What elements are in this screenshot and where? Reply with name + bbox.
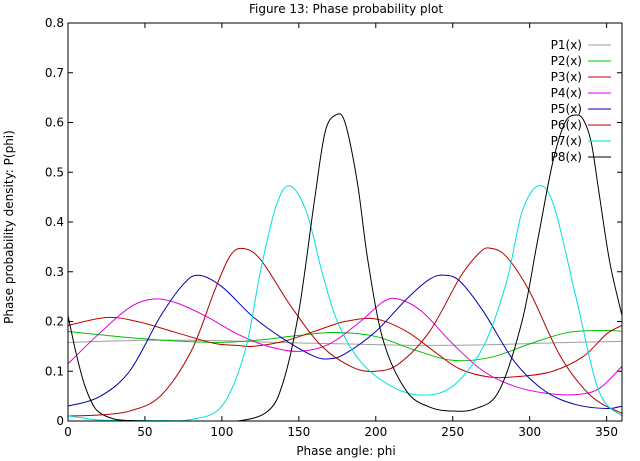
x-tick-label: 0 bbox=[64, 425, 72, 439]
x-tick-label: 200 bbox=[364, 425, 387, 439]
y-tick-label: 0 bbox=[56, 414, 64, 428]
series-line-p6x bbox=[68, 247, 622, 417]
x-tick-label: 300 bbox=[518, 425, 541, 439]
x-tick-label: 50 bbox=[137, 425, 152, 439]
x-tick-label: 250 bbox=[441, 425, 464, 439]
legend-label: P6(x) bbox=[551, 118, 582, 132]
series-line-p2x bbox=[68, 329, 622, 362]
x-tick-label: 100 bbox=[210, 425, 233, 439]
legend-label: P2(x) bbox=[551, 54, 582, 68]
y-tick-label: 0.2 bbox=[45, 315, 64, 329]
y-tick-label: 0.1 bbox=[45, 364, 64, 378]
series-line-p5x bbox=[68, 274, 622, 410]
legend-label: P3(x) bbox=[551, 70, 582, 84]
legend-label: P5(x) bbox=[551, 102, 582, 116]
y-tick-label: 0.4 bbox=[45, 215, 64, 229]
legend-label: P4(x) bbox=[551, 86, 582, 100]
legend-label: P8(x) bbox=[551, 150, 582, 164]
y-tick-label: 0.6 bbox=[45, 116, 64, 130]
series-line-p3x bbox=[68, 316, 622, 379]
axis-ticks: 0 50 100 150 200 250 300 350 0 0.1 0.2 0.3 0.4 0.5 0.6… bbox=[45, 16, 622, 439]
series-line-p4x bbox=[68, 297, 622, 396]
y-tick-label: 0.8 bbox=[45, 16, 64, 30]
series-line-p7x bbox=[68, 185, 622, 421]
x-tick-label: 150 bbox=[287, 425, 310, 439]
y-tick-label: 0.7 bbox=[45, 66, 64, 80]
legend-label: P1(x) bbox=[551, 38, 582, 52]
y-tick-label: 0.3 bbox=[45, 265, 64, 279]
legend: P1(x) P2(x) P3(x) P4(x) P5(x) P6(x) P7(x) P8(x) bbox=[551, 38, 611, 164]
series-line-p8x bbox=[68, 113, 622, 421]
x-axis-label: Phase angle: phi bbox=[296, 444, 395, 458]
plot-frame bbox=[67, 22, 623, 422]
series-layer bbox=[68, 113, 622, 421]
legend-label: P7(x) bbox=[551, 134, 582, 148]
chart-title: Figure 13: Phase probability plot bbox=[249, 2, 443, 16]
x-tick-label: 350 bbox=[595, 425, 618, 439]
y-tick-label: 0.5 bbox=[45, 165, 64, 179]
y-axis-label: Phase probability density: P(phi) bbox=[2, 130, 16, 324]
